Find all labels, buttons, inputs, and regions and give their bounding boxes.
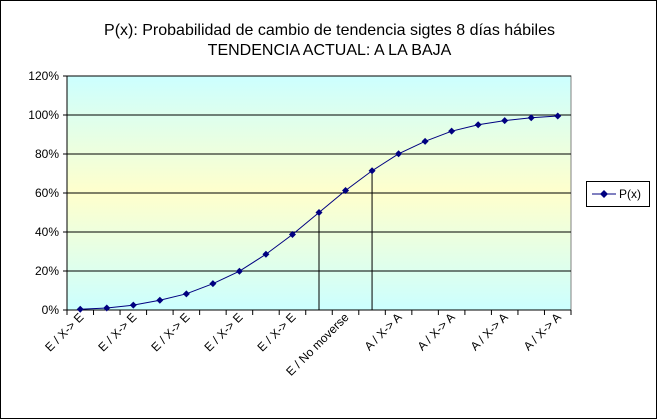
y-tick-label: 60% xyxy=(35,186,59,200)
x-tick-label: E / X-> E xyxy=(255,310,299,354)
y-tick-label: 100% xyxy=(28,108,59,122)
x-tick-label: A / X-> A xyxy=(415,310,458,353)
chart-subtitle: TENDENCIA ACTUAL: A LA BAJA xyxy=(207,42,452,59)
data-point xyxy=(474,121,482,129)
data-point xyxy=(501,117,509,125)
data-point xyxy=(103,304,111,312)
legend-series-marker xyxy=(592,190,616,198)
legend-series-label: P(x) xyxy=(619,187,641,201)
data-point xyxy=(448,127,456,135)
data-point xyxy=(527,114,535,122)
data-point xyxy=(395,150,403,158)
data-point xyxy=(129,301,137,309)
x-tick-label: A / X-> A xyxy=(468,310,511,353)
y-tick-label: 20% xyxy=(35,264,59,278)
data-point xyxy=(315,209,323,216)
x-tick-label: E / X-> E xyxy=(95,310,139,354)
data-point xyxy=(262,250,270,258)
x-tick-label: E / X-> E xyxy=(201,310,245,354)
data-point xyxy=(342,186,350,194)
data-point xyxy=(368,167,376,175)
chart-legend: P(x) xyxy=(586,181,650,207)
data-point xyxy=(209,280,217,288)
data-point xyxy=(156,296,164,304)
data-point xyxy=(182,290,190,298)
y-tick-label: 80% xyxy=(35,147,59,161)
data-point xyxy=(554,112,562,120)
y-tick-label: 0% xyxy=(42,303,60,317)
x-tick-label: E / X-> E xyxy=(148,310,192,354)
y-tick-label: 40% xyxy=(35,225,59,239)
data-point xyxy=(421,137,429,145)
x-tick-label: A / X-> A xyxy=(521,310,564,353)
y-tick-label: 120% xyxy=(28,69,59,83)
chart-title: P(x): Probabilidad de cambio de tendenci… xyxy=(104,22,555,39)
data-point xyxy=(288,231,296,239)
data-point xyxy=(235,267,243,275)
x-tick-label: A / X-> A xyxy=(362,310,405,353)
data-point xyxy=(76,305,84,313)
